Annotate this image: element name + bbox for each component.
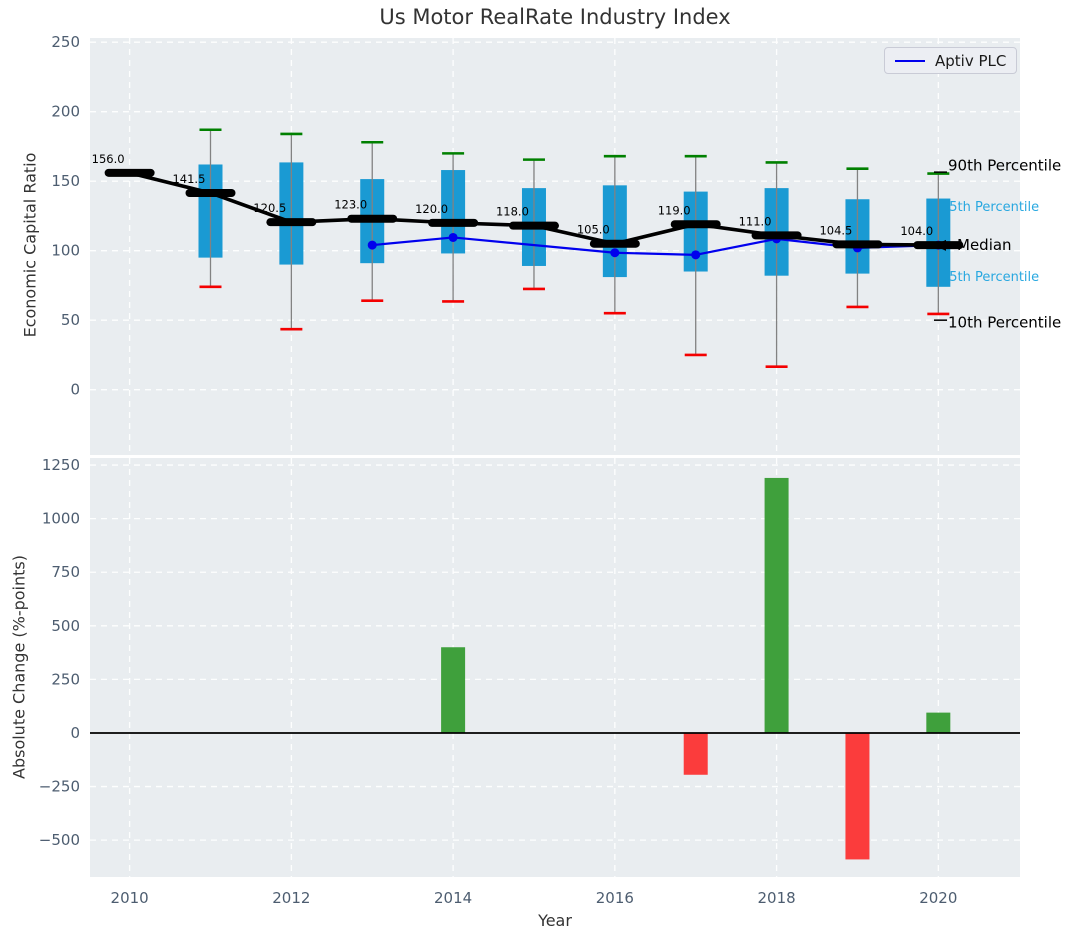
chart-title: Us Motor RealRate Industry Index (379, 5, 731, 29)
median-value-label: 120.0 (415, 202, 448, 216)
bottom-plot-bg (90, 458, 1020, 877)
x-axis-label: Year (538, 911, 572, 930)
y-tick-label: −500 (39, 831, 80, 849)
y-tick-label: 750 (51, 563, 80, 581)
median-value-label: 123.0 (334, 198, 367, 212)
median-value-label: 105.0 (577, 223, 610, 237)
median-value-label: 118.0 (496, 205, 529, 219)
bar (926, 712, 951, 733)
percentile-annotation: 75th Percentile (941, 200, 1039, 215)
median-value-label: 156.0 (92, 152, 125, 166)
aptiv-marker (691, 250, 701, 260)
percentile-annotation: 10th Percentile (948, 314, 1061, 332)
x-tick-label: 2010 (111, 889, 149, 907)
x-tick-label: 2014 (434, 889, 472, 907)
aptiv-marker (448, 232, 458, 242)
y-tick-label: −250 (39, 778, 80, 796)
bar (441, 647, 466, 733)
bottom-y-axis-label: Absolute Change (%-points) (9, 555, 29, 779)
bar (683, 732, 708, 775)
y-tick-label: 100 (51, 242, 80, 260)
percentile-annotation: 90th Percentile (948, 157, 1061, 175)
median-value-label: 111.0 (739, 214, 772, 228)
percentile-annotation: Median (957, 236, 1012, 254)
y-tick-label: 500 (51, 617, 80, 635)
x-tick-label: 2012 (272, 889, 310, 907)
y-tick-label: 0 (70, 724, 80, 742)
median-value-label: 104.0 (900, 224, 933, 238)
median-value-label: 119.0 (658, 203, 691, 217)
percentile-annotation: 25th Percentile (941, 270, 1039, 285)
top-y-axis-label: Economic Capital Ratio (20, 152, 40, 338)
median-arrow-head (934, 239, 946, 251)
bar (845, 732, 870, 860)
bar (764, 477, 789, 733)
y-tick-label: 150 (51, 172, 80, 190)
median-value-label: 141.5 (172, 172, 205, 186)
median-value-label: 104.5 (819, 223, 852, 237)
x-tick-label: 2020 (919, 889, 957, 907)
y-tick-label: 250 (51, 670, 80, 688)
y-tick-label: 0 (70, 381, 80, 399)
x-tick-label: 2018 (757, 889, 795, 907)
y-tick-label: 50 (61, 311, 80, 329)
aptiv-marker (610, 248, 620, 258)
median-value-label: 120.5 (253, 201, 286, 215)
y-tick-label: 1000 (42, 510, 80, 528)
aptiv-marker (367, 240, 377, 250)
y-tick-label: 250 (51, 33, 80, 51)
legend: Aptiv PLC (884, 47, 1018, 74)
y-tick-label: 200 (51, 103, 80, 121)
legend-line-sample-icon (895, 59, 925, 62)
x-tick-label: 2016 (596, 889, 634, 907)
y-tick-label: 1250 (42, 456, 80, 474)
legend-label: Aptiv PLC (935, 51, 1007, 70)
